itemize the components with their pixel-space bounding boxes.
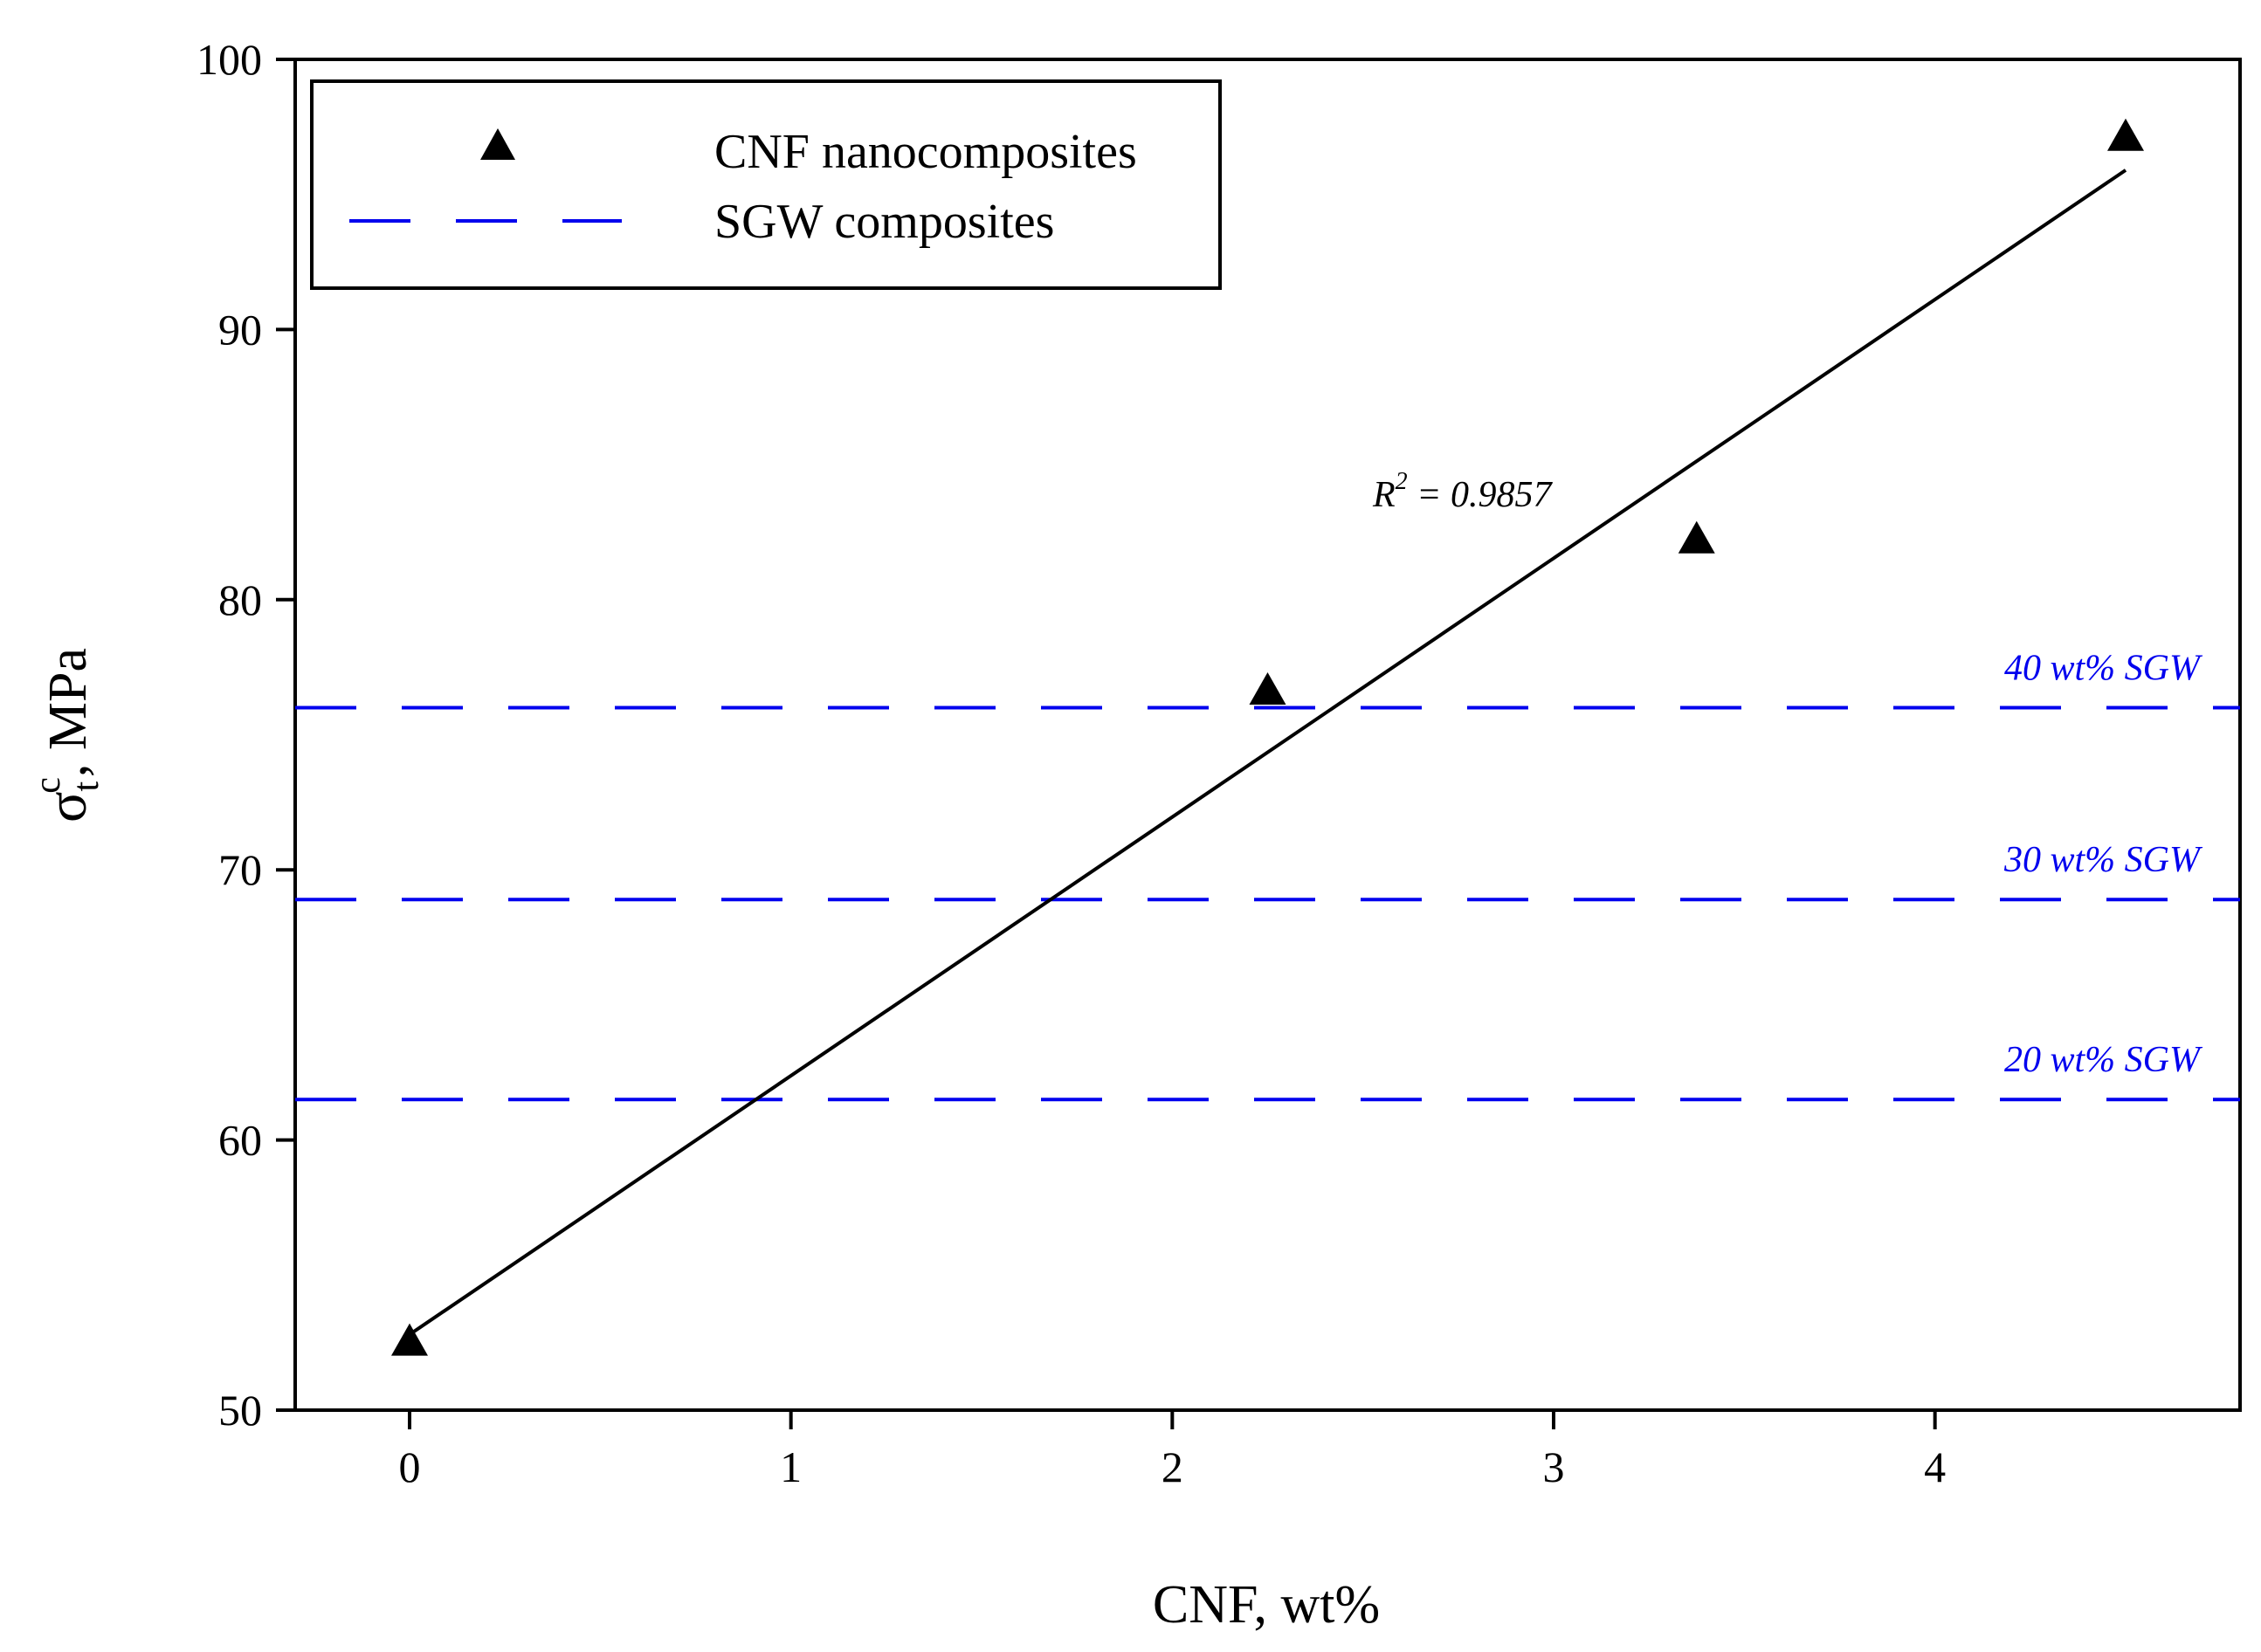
data-point-triangle bbox=[1249, 671, 1286, 705]
x-tick-label: 0 bbox=[399, 1442, 421, 1491]
y-tick-label: 70 bbox=[218, 845, 262, 894]
y-axis-title: σtc, MPa bbox=[28, 648, 107, 823]
reference-lines: 20 wt% SGW 30 wt% SGW 40 wt% SGW bbox=[295, 649, 2240, 1102]
x-tick-label: 3 bbox=[1543, 1442, 1565, 1491]
legend: CNF nanocomposites SGW composites bbox=[310, 79, 1222, 290]
data-point-triangle bbox=[1678, 520, 1715, 554]
y-axis-title-subscript: t bbox=[66, 781, 107, 791]
y-axis-title-symbol: σ bbox=[35, 791, 99, 823]
x-tick-label: 4 bbox=[1924, 1442, 1946, 1491]
data-markers bbox=[391, 118, 2144, 1356]
y-axis-ticks: 50 60 70 80 90 100 bbox=[196, 35, 295, 1435]
legend-label-sgw: SGW composites bbox=[714, 195, 1054, 249]
x-tick-label: 2 bbox=[1162, 1442, 1183, 1491]
plot-frame bbox=[293, 58, 2242, 1412]
y-axis-title-superscript: c bbox=[28, 777, 68, 794]
reference-line-label: 30 wt% SGW bbox=[2003, 840, 2203, 880]
y-tick-label: 50 bbox=[218, 1386, 262, 1435]
y-tick-label: 80 bbox=[218, 575, 262, 624]
reference-line-label: 20 wt% SGW bbox=[2004, 1040, 2203, 1080]
y-tick-label: 100 bbox=[196, 35, 262, 84]
r-squared-superscript: 2 bbox=[1396, 468, 1408, 495]
r-squared-annotation: R2 = 0.9857 bbox=[1372, 468, 1553, 515]
data-point-triangle bbox=[2107, 118, 2144, 151]
y-axis-title-suffix: , MPa bbox=[38, 648, 98, 777]
fit-line bbox=[408, 169, 2127, 1337]
r-squared-suffix: = 0.9857 bbox=[1408, 475, 1554, 515]
y-tick-label: 90 bbox=[218, 305, 262, 354]
r-squared-prefix: R bbox=[1372, 475, 1396, 515]
fit-line-group bbox=[408, 169, 2127, 1337]
x-axis-ticks: 0 1 2 3 4 bbox=[399, 1410, 1946, 1491]
x-axis-title: CNF, wt% bbox=[1153, 1575, 1380, 1635]
y-tick-label: 60 bbox=[218, 1116, 262, 1165]
data-point-triangle bbox=[391, 1323, 428, 1356]
reference-line-label: 40 wt% SGW bbox=[2004, 649, 2203, 689]
x-tick-label: 1 bbox=[780, 1442, 802, 1491]
legend-label-cnf: CNF nanocomposites bbox=[714, 125, 1137, 179]
legend-box bbox=[310, 79, 1222, 290]
legend-triangle-icon bbox=[480, 128, 515, 160]
